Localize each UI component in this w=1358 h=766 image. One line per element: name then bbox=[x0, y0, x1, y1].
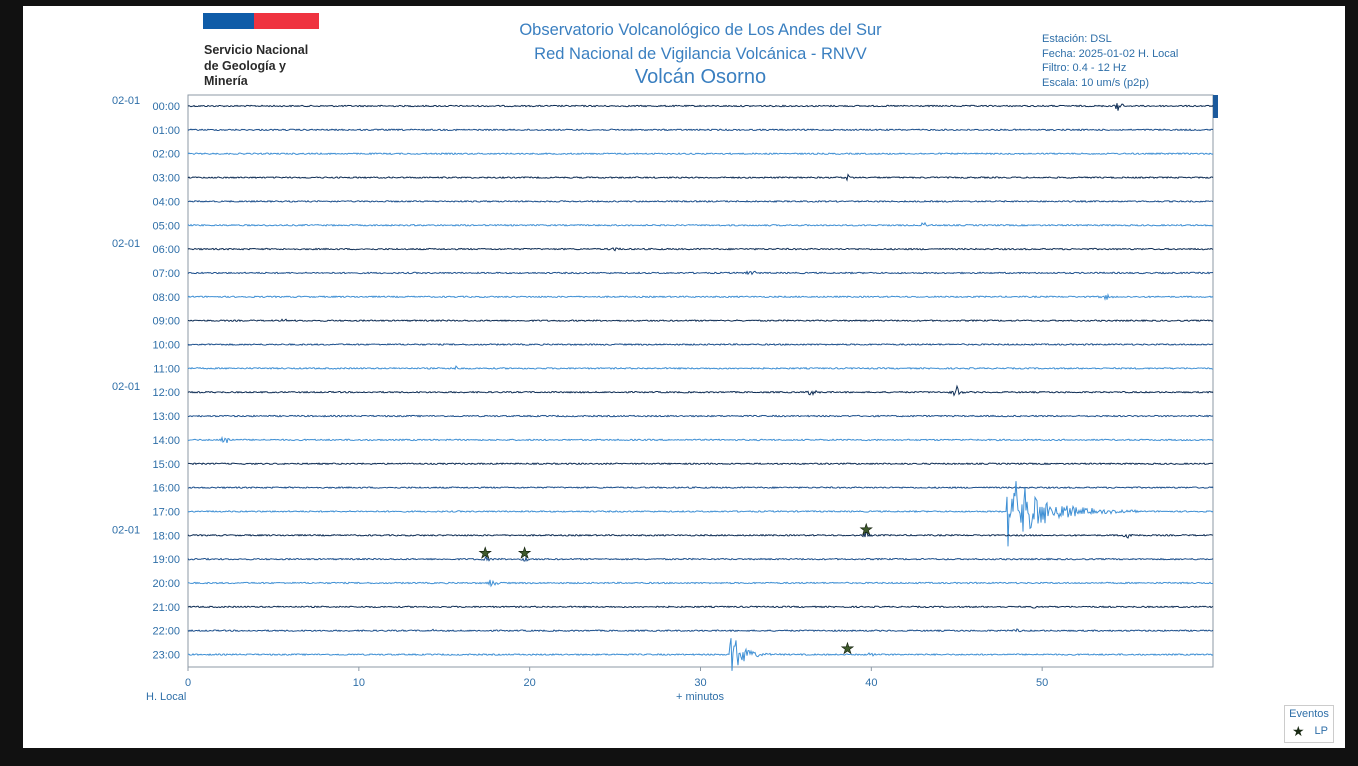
trace-0400 bbox=[187, 199, 1214, 203]
row-time-label: 15:00 bbox=[152, 459, 180, 471]
trace-1300 bbox=[187, 414, 1214, 418]
volcano-title: Volcán Osorno bbox=[634, 66, 767, 88]
row-time-label: 03:00 bbox=[152, 173, 180, 185]
row-time-label: 04:00 bbox=[152, 196, 180, 208]
row-time-label: 19:00 bbox=[152, 554, 180, 566]
row-time-label: 22:00 bbox=[152, 626, 180, 638]
row-time-label: 01:00 bbox=[152, 125, 180, 137]
row-time-label: 07:00 bbox=[152, 268, 180, 280]
row-time-label: 16:00 bbox=[152, 483, 180, 495]
row-time-label: 02:00 bbox=[152, 149, 180, 161]
station-label: Estación: DSL bbox=[1042, 33, 1112, 45]
trace-1500 bbox=[187, 462, 1214, 466]
trace-1800 bbox=[187, 530, 1214, 539]
scale-label: Escala: 10 um/s (p2p) bbox=[1042, 76, 1149, 89]
agency-logo-flag bbox=[203, 13, 319, 29]
x-left-label: H. Local bbox=[146, 691, 186, 703]
trace-1900 bbox=[187, 554, 1214, 562]
trace-1000 bbox=[187, 343, 1214, 346]
network-title: Red Nacional de Vigilancia Volcánica - R… bbox=[534, 45, 867, 63]
row-time-label: 20:00 bbox=[152, 578, 180, 590]
legend-title: Eventos bbox=[1289, 708, 1329, 720]
row-time-label: 06:00 bbox=[152, 244, 180, 256]
logo-blue-block bbox=[203, 13, 254, 29]
lp-event-star: ★ bbox=[479, 544, 492, 562]
trace-0600 bbox=[187, 247, 1214, 252]
trace-0300 bbox=[187, 173, 1214, 182]
star-icon: ★ bbox=[1292, 723, 1305, 739]
agency-line-2: de Geología y bbox=[204, 58, 286, 73]
lp-event-star: ★ bbox=[518, 544, 531, 562]
row-time-label: 18:00 bbox=[152, 530, 180, 542]
row-date-label: 02-01 bbox=[112, 381, 140, 393]
trace-0900 bbox=[187, 318, 1214, 323]
trace-2200 bbox=[187, 628, 1214, 633]
trace-2000 bbox=[187, 579, 1214, 588]
x-axis-label: + minutos bbox=[676, 691, 724, 703]
x-tick-label: 40 bbox=[865, 677, 877, 689]
row-date-label: 02-01 bbox=[112, 95, 140, 107]
trace-2100 bbox=[187, 605, 1214, 609]
trace-2300 bbox=[187, 638, 1214, 671]
x-tick-label: 10 bbox=[353, 677, 365, 689]
trace-0700 bbox=[187, 270, 1214, 276]
row-time-label: 14:00 bbox=[152, 435, 180, 447]
row-time-label: 23:00 bbox=[152, 650, 180, 662]
legend-label-lp: LP bbox=[1314, 725, 1328, 737]
x-tick-label: 50 bbox=[1036, 677, 1048, 689]
x-tick-label: 20 bbox=[524, 677, 536, 689]
current-time-marker bbox=[1213, 95, 1218, 118]
trace-1200 bbox=[187, 384, 1214, 397]
filter-label: Filtro: 0.4 - 12 Hz bbox=[1042, 62, 1127, 74]
trace-1700 bbox=[187, 481, 1214, 547]
agency-line-3: Minería bbox=[204, 74, 248, 88]
trace-1100 bbox=[187, 365, 1214, 371]
x-tick-label: 30 bbox=[694, 677, 706, 689]
row-time-label: 10:00 bbox=[152, 340, 180, 352]
lp-event-star: ★ bbox=[841, 640, 854, 658]
trace-0200 bbox=[187, 152, 1214, 156]
trace-0100 bbox=[187, 128, 1214, 132]
trace-0500 bbox=[187, 221, 1214, 227]
row-date-label: 02-01 bbox=[112, 238, 140, 250]
plot-border bbox=[187, 94, 1214, 668]
observatory-title: Observatorio Volcanológico de Los Andes … bbox=[519, 21, 882, 39]
logo-red-block bbox=[254, 13, 319, 29]
x-tick-label: 0 bbox=[185, 677, 191, 689]
row-time-label: 21:00 bbox=[152, 602, 180, 614]
events-legend: Eventos ★ LP bbox=[1284, 705, 1334, 743]
lp-event-star: ★ bbox=[859, 520, 872, 538]
trace-0000 bbox=[187, 103, 1214, 111]
station-metadata: Estación: DSL Fecha: 2025-01-02 H. Local… bbox=[1042, 32, 1178, 90]
row-time-label: 05:00 bbox=[152, 220, 180, 232]
row-time-label: 13:00 bbox=[152, 411, 180, 423]
date-label: Fecha: 2025-01-02 H. Local bbox=[1042, 47, 1179, 60]
agency-line-1: Servicio Nacional bbox=[204, 43, 309, 57]
row-time-label: 11:00 bbox=[153, 363, 180, 375]
trace-1400 bbox=[187, 435, 1214, 443]
row-date-label: 02-01 bbox=[112, 524, 140, 536]
row-time-label: 00:00 bbox=[152, 101, 180, 113]
row-time-label: 17:00 bbox=[152, 506, 180, 518]
agency-name: Servicio Nacional de Geología y Minería bbox=[204, 43, 334, 90]
trace-1600 bbox=[187, 486, 1214, 490]
row-time-label: 12:00 bbox=[152, 387, 180, 399]
row-time-label: 08:00 bbox=[152, 292, 180, 304]
row-time-label: 09:00 bbox=[152, 316, 180, 328]
trace-0800 bbox=[187, 292, 1214, 301]
